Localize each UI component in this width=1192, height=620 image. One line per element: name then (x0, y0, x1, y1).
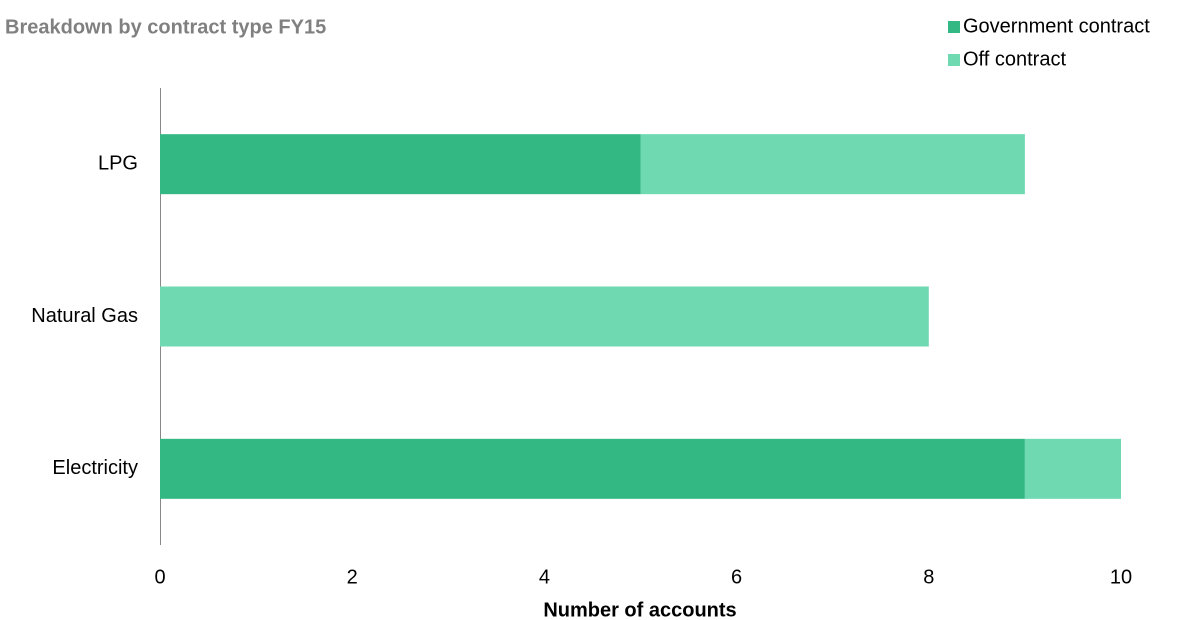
legend-swatch (948, 54, 960, 66)
bar (160, 134, 641, 195)
bar (160, 286, 929, 347)
x-tick-label: 8 (923, 566, 934, 588)
x-tick-label: 10 (1110, 566, 1132, 588)
chart-title: Breakdown by contract type FY15 (5, 16, 326, 38)
legend-swatch (948, 21, 960, 33)
y-tick-label: Natural Gas (31, 305, 138, 327)
bar (1024, 438, 1121, 499)
bar (640, 134, 1025, 195)
x-tick-label: 6 (731, 566, 742, 588)
y-tick-label: LPG (98, 152, 138, 174)
x-tick-label: 0 (154, 566, 165, 588)
y-tick-label: Electricity (52, 457, 138, 479)
bar (160, 438, 1025, 499)
x-tick-label: 4 (539, 566, 550, 588)
legend-label: Government contract (963, 15, 1150, 37)
x-tick-label: 2 (347, 566, 358, 588)
legend-label: Off contract (963, 48, 1066, 70)
x-axis-label: Number of accounts (543, 599, 736, 620)
